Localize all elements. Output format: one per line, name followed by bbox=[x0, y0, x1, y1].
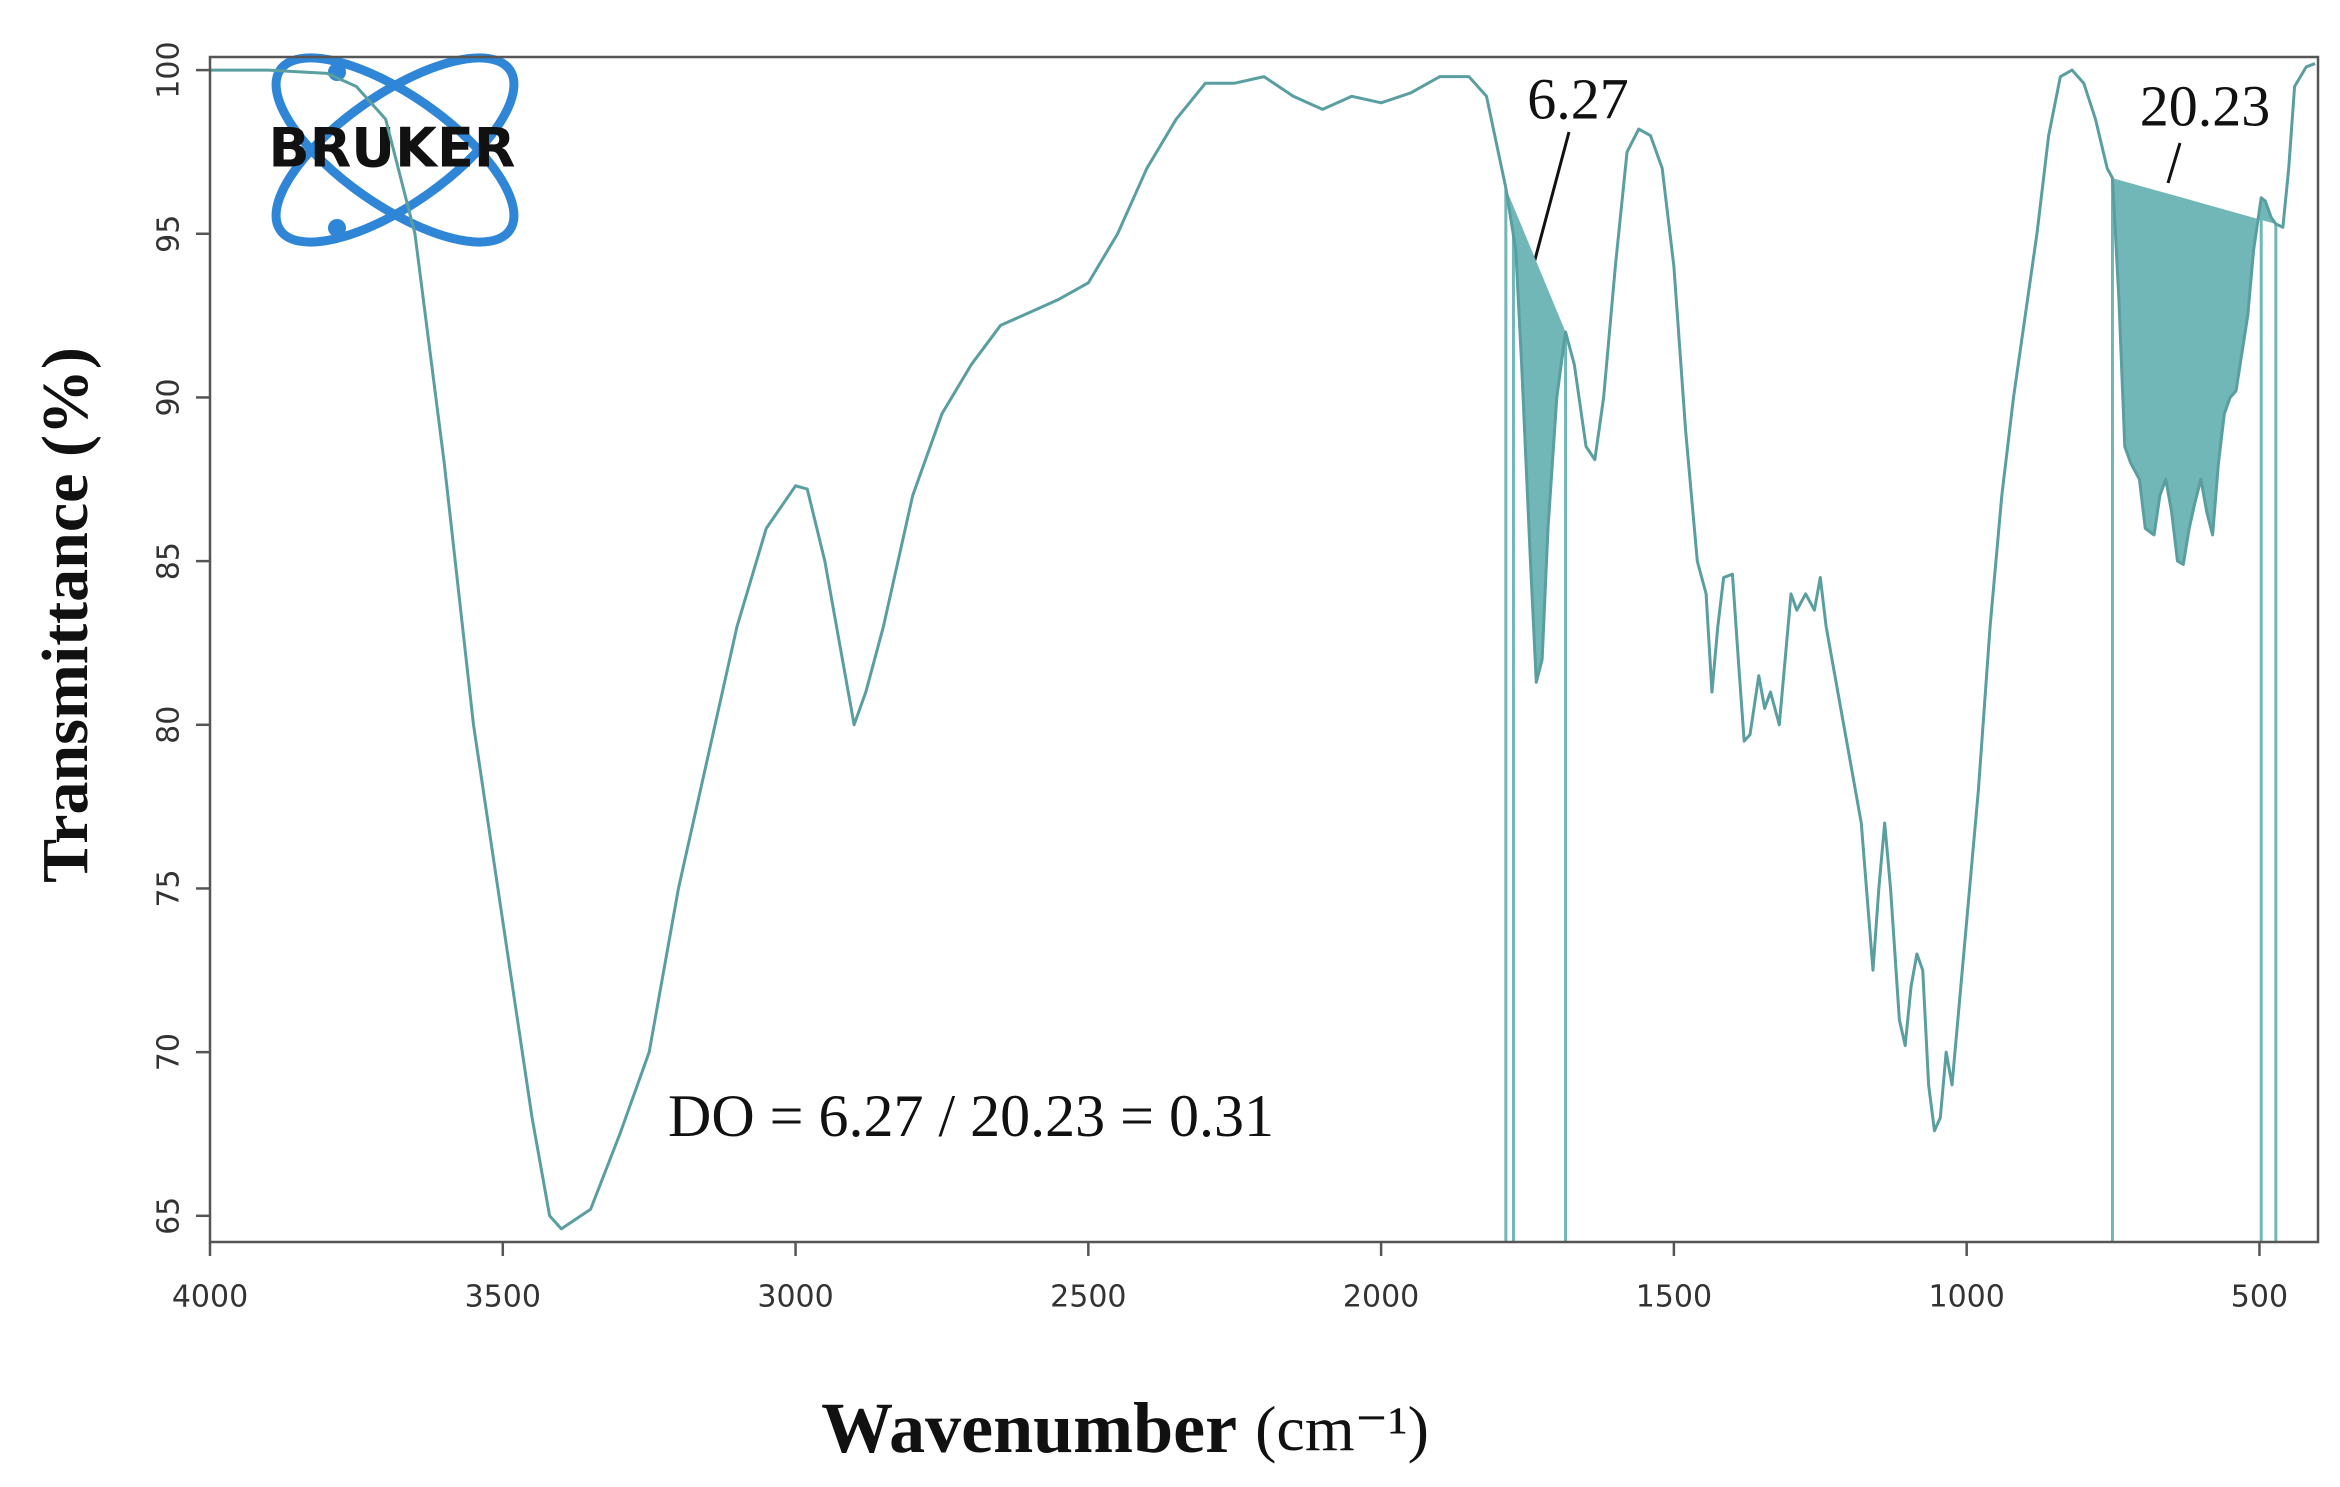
x-tick-label: 4000 bbox=[172, 1280, 248, 1315]
integration-area bbox=[1505, 187, 1566, 683]
x-axis-label-text: Wavenumber bbox=[821, 1388, 1237, 1468]
leader-line bbox=[2166, 142, 2182, 184]
y-tick-label: 100 bbox=[152, 41, 187, 98]
y-tick-label: 65 bbox=[152, 1197, 187, 1235]
y-tick-label: 80 bbox=[152, 706, 187, 744]
x-tick-label: 3500 bbox=[465, 1280, 541, 1315]
x-tick-label: 3000 bbox=[757, 1280, 833, 1315]
logo: BRUKER bbox=[269, 53, 519, 247]
x-tick-label: 2000 bbox=[1343, 1280, 1419, 1315]
y-tick-label: 70 bbox=[152, 1033, 187, 1071]
y-axis-label: Transmittance (%) bbox=[29, 347, 102, 883]
integration-area bbox=[2112, 178, 2276, 565]
leader-line bbox=[1531, 131, 1571, 268]
y-tick-label: 75 bbox=[152, 869, 187, 907]
y-tick-label: 95 bbox=[152, 215, 187, 253]
x-axis-unit: (cm⁻¹) bbox=[1255, 1393, 1429, 1464]
region-label: 6.27 bbox=[1527, 66, 1629, 131]
y-tick-label: 85 bbox=[152, 542, 187, 580]
x-axis-label: Wavenumber (cm⁻¹) bbox=[821, 1388, 1429, 1468]
logo-dot bbox=[328, 219, 346, 237]
x-tick-label: 1500 bbox=[1636, 1280, 1712, 1315]
spectrum-line bbox=[210, 62, 2316, 1231]
plot-frame bbox=[208, 55, 2320, 1244]
x-tick-label: 500 bbox=[2231, 1280, 2288, 1315]
region-label: 20.23 bbox=[2140, 73, 2271, 138]
annotation: DO = 6.27 / 20.23 = 0.31 bbox=[668, 1083, 1274, 1149]
logo-orbit bbox=[271, 53, 519, 247]
x-tick-label: 2500 bbox=[1050, 1280, 1126, 1315]
x-tick-label: 1000 bbox=[1928, 1280, 2004, 1315]
y-tick-label: 90 bbox=[152, 378, 187, 416]
